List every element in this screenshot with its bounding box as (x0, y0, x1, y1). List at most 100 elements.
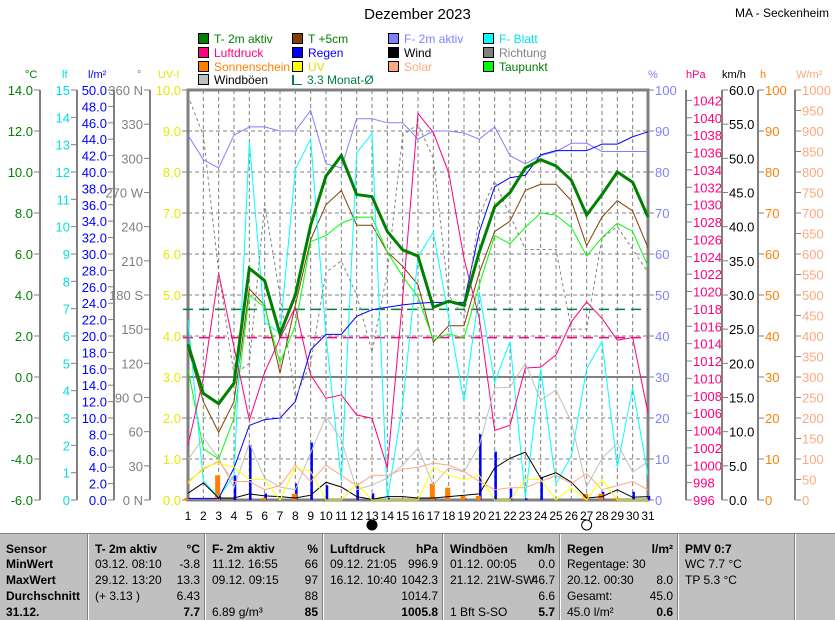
axis-tick-label-wind: 15.0 (729, 391, 754, 406)
legend-item: Windböen (198, 73, 268, 87)
full-moon-icon (581, 519, 593, 531)
axis-tick-label-lf: 11 (57, 192, 71, 207)
stats-row: PMV 0:7 (685, 541, 790, 557)
stats-label: 16.12. 10:40 (330, 573, 397, 587)
legend-label: T +5cm (308, 32, 349, 46)
stats-value: 1014.7 (401, 589, 438, 603)
legend-item: F- Blatt (483, 32, 538, 46)
axis-tick-label-dir: 60 (129, 425, 143, 440)
axis-tick-label-uv: 1.0 (163, 452, 181, 467)
stats-row (802, 556, 830, 572)
axis-tick-label-press: 1042 (693, 93, 722, 108)
bar-regen (295, 483, 298, 500)
axis-tick-label-press: 1020 (693, 285, 722, 300)
axis-tick-label-temp: 10.0 (8, 165, 33, 180)
axis-tick-label-solar: 750 (802, 186, 824, 201)
series-line-windb-en (187, 362, 649, 491)
stats-row: 45.0 l/m² 0.6 (567, 604, 673, 620)
legend-item: F- 2m aktiv (388, 32, 463, 46)
axis-tick-label-lf: 10 (56, 220, 70, 235)
legend-label: Wind (404, 46, 432, 60)
axis-tick-label-dir: 90 O (115, 391, 143, 406)
axis-tick-label-press: 1008 (693, 389, 722, 404)
bar-regen (509, 488, 513, 500)
axis-tick-label-sun: 50 (765, 288, 779, 303)
axis-tick-label-dir: 360 N (108, 83, 143, 98)
stats-row: 1014.7 (330, 588, 438, 604)
x-tick-label: 28 (595, 509, 609, 523)
axis-tick-label-press: 1006 (693, 406, 722, 421)
stats-label: Durchschnitt (6, 589, 81, 603)
axis-tick-label-solar: 400 (802, 329, 824, 344)
stats-row: Regen l/m² (567, 541, 673, 557)
stats-value: 13.3 (176, 573, 200, 587)
x-tick-label: 29 (611, 509, 625, 523)
stats-row: Sensor (6, 541, 82, 557)
axis-tick-label-rain: 22.0 (82, 313, 107, 328)
stats-label: Regen (567, 542, 604, 556)
x-tick-label: 5 (246, 509, 253, 523)
bar-regen (632, 491, 635, 500)
stats-label: Sensor (6, 542, 47, 556)
axis-tick-label-sun: 40 (765, 329, 779, 344)
axis-tick-label-press: 996 (693, 493, 715, 508)
axis-tick-label-rain: 2.0 (89, 477, 107, 492)
axis-tick-label-press: 1036 (693, 146, 722, 161)
stats-row: 03.12. 08:10 -3.8 (95, 556, 200, 572)
legend-label: T- 2m aktiv (214, 32, 273, 46)
axis-tick-label-rain: 18.0 (82, 345, 107, 360)
stats-label: Windböen (450, 542, 508, 556)
stats-row (685, 604, 790, 620)
x-tick-label: 9 (307, 509, 314, 523)
axis-tick-label-press: 1030 (693, 198, 722, 213)
bar-sonnenschein (475, 495, 481, 500)
stats-row: 11.12. 16:55 66 (212, 556, 318, 572)
axis-tick-label-solar: 450 (802, 309, 824, 324)
x-tick-label: 18 (442, 509, 456, 523)
stats-value: % (307, 542, 318, 556)
axis-tick-label-uv: 9.0 (163, 124, 181, 139)
axis-tick-label-press: 1038 (693, 128, 722, 143)
stats-label: TP 5.3 °C (685, 573, 737, 587)
axis-tick-label-lf: 1 (63, 466, 70, 481)
legend-item: Richtung (483, 46, 546, 60)
bar-sonnenschein (261, 497, 267, 500)
x-tick-label: 1 (185, 509, 192, 523)
stats-value: 0.0 (538, 557, 555, 571)
stats-row: 01.12. 00:05 0.0 (450, 556, 555, 572)
legend-swatch (198, 47, 209, 58)
stats-row (802, 588, 830, 604)
axis-tick-label-rain: 42.0 (82, 149, 107, 164)
axis-tick-label-rain: 48.0 (82, 99, 107, 114)
axis-tick-label-solar: 650 (802, 227, 824, 242)
axis-tick-label-temp: 8.0 (15, 206, 33, 221)
series-line-luftdruck (187, 112, 649, 469)
stats-value: km/h (526, 542, 555, 556)
legend-swatch (292, 61, 303, 72)
stats-row: 7.7 (95, 604, 200, 620)
x-tick-label: 20 (473, 509, 487, 523)
bar-regen (249, 445, 252, 500)
stats-column: Regen l/m² Regentage: 30 20.12. 00:30 8.0 Ges… (560, 534, 679, 620)
bar-regen (264, 493, 267, 500)
legend-item: 3.3 Monat-Ø (292, 73, 374, 87)
axis-tick-label-hum: 20 (655, 411, 669, 426)
axis-tick-label-rain: 34.0 (82, 214, 107, 229)
axis-tick-label-hum: 90 (655, 124, 669, 139)
axis-tick-label-rain: 28.0 (82, 263, 107, 278)
axis-tick-label-lf: 15 (56, 83, 70, 98)
legend-label: F- Blatt (499, 32, 538, 46)
stats-label: F- 2m aktiv (212, 542, 275, 556)
stats-row: 1 Bft S-SO 5.7 (450, 604, 555, 620)
axis-tick-label-wind: 60.0 (729, 83, 754, 98)
stats-row: MaxWert (6, 572, 82, 588)
stats-row: Regentage: 30 (567, 556, 673, 572)
stats-value: °C (186, 542, 200, 556)
axis-tick-label-dir: 330 (121, 117, 143, 132)
axis-tick-label-rain: 4.0 (89, 460, 107, 475)
x-tick-label: 8 (292, 509, 299, 523)
stats-value: 8.0 (656, 573, 673, 587)
axis-tick-label-press: 998 (693, 476, 715, 491)
axis-tick-label-wind: 45.0 (729, 186, 754, 201)
axis-tick-label-hum: 10 (655, 452, 669, 467)
